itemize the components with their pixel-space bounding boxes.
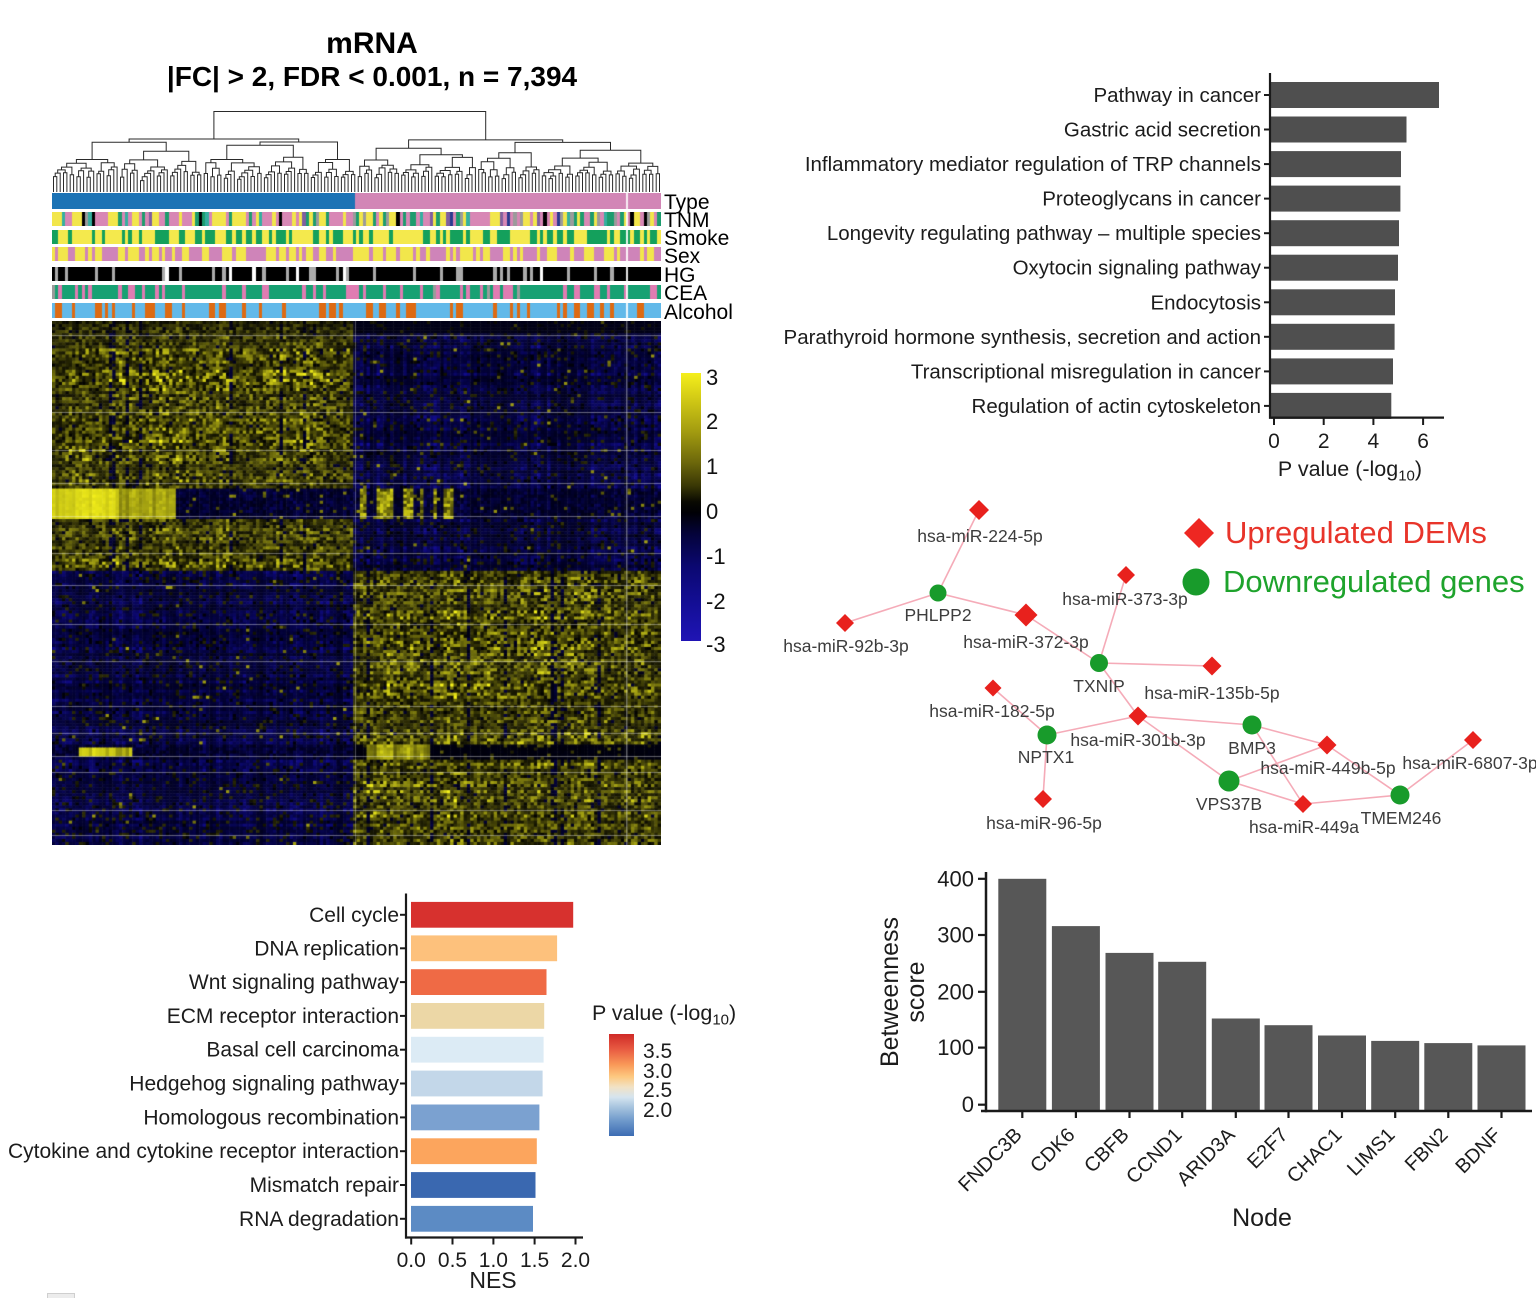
svg-text:Proteoglycans in cancer: Proteoglycans in cancer <box>1042 188 1261 211</box>
svg-text:0: 0 <box>962 1092 974 1117</box>
svg-text:Regulation of actin cytoskelet: Regulation of actin cytoskeleton <box>972 395 1261 418</box>
svg-text:Homologous recombination: Homologous recombination <box>143 1106 399 1129</box>
svg-text:DNA replication: DNA replication <box>254 937 399 960</box>
svg-text:NES: NES <box>469 1267 516 1293</box>
svg-text:Longevity regulating pathway –: Longevity regulating pathway – multiple … <box>827 222 1261 245</box>
svg-text:BMP3: BMP3 <box>1228 738 1276 758</box>
svg-text:200: 200 <box>937 979 974 1004</box>
svg-text:hsa-miR-92b-3p: hsa-miR-92b-3p <box>783 636 908 656</box>
svg-text:score: score <box>902 961 930 1022</box>
svg-text:0.5: 0.5 <box>438 1249 467 1272</box>
svg-text:hsa-miR-182-5p: hsa-miR-182-5p <box>929 701 1054 721</box>
svg-text:VPS37B: VPS37B <box>1196 794 1262 814</box>
svg-text:P value (-log10): P value (-log10) <box>592 1001 736 1029</box>
svg-text:Parathyroid hormone synthesis,: Parathyroid hormone synthesis, secretion… <box>784 326 1261 349</box>
svg-text:Oxytocin signaling pathway: Oxytocin signaling pathway <box>1013 257 1262 280</box>
svg-text:Basal cell carcinoma: Basal cell carcinoma <box>206 1039 399 1062</box>
svg-text:hsa-miR-449a: hsa-miR-449a <box>1249 817 1359 837</box>
svg-text:Endocytosis: Endocytosis <box>1150 291 1261 314</box>
svg-text:hsa-miR-135b-5p: hsa-miR-135b-5p <box>1144 683 1279 703</box>
svg-text:Downregulated genes: Downregulated genes <box>1223 564 1525 599</box>
svg-text:BDNF: BDNF <box>1451 1124 1505 1178</box>
svg-text:0: 0 <box>1268 430 1280 453</box>
svg-text:1.5: 1.5 <box>520 1249 549 1272</box>
svg-text:hsa-miR-96-5p: hsa-miR-96-5p <box>986 813 1102 833</box>
svg-text:E2F7: E2F7 <box>1243 1124 1292 1173</box>
svg-text:100: 100 <box>937 1035 974 1060</box>
svg-text:CHAC1: CHAC1 <box>1283 1124 1346 1187</box>
svg-text:3.0: 3.0 <box>643 1060 672 1083</box>
svg-text:TMEM246: TMEM246 <box>1361 808 1442 828</box>
svg-text:Cell cycle: Cell cycle <box>309 904 399 927</box>
svg-text:NPTX1: NPTX1 <box>1018 747 1074 767</box>
svg-text:CDK6: CDK6 <box>1026 1124 1079 1177</box>
svg-text:Pathway in cancer: Pathway in cancer <box>1093 84 1261 107</box>
svg-text:2.0: 2.0 <box>561 1249 590 1272</box>
svg-text:Upregulated DEMs: Upregulated DEMs <box>1225 515 1487 550</box>
svg-text:Betweenness: Betweenness <box>876 917 904 1067</box>
svg-text:Wnt signaling pathway: Wnt signaling pathway <box>189 971 400 994</box>
svg-text:Gastric acid secretion: Gastric acid secretion <box>1064 119 1261 142</box>
svg-text:4: 4 <box>1368 430 1380 453</box>
svg-text:TXNIP: TXNIP <box>1073 676 1125 696</box>
svg-text:PHLPP2: PHLPP2 <box>904 605 971 625</box>
svg-text:400: 400 <box>937 866 974 891</box>
svg-text:Cytokine and cytokine receptor: Cytokine and cytokine receptor interacti… <box>8 1140 399 1163</box>
svg-text:Transcriptional misregulation: Transcriptional misregulation in cancer <box>911 360 1261 383</box>
svg-text:2.5: 2.5 <box>643 1079 672 1102</box>
svg-text:P value (-log10): P value (-log10) <box>1278 457 1422 485</box>
svg-text:ECM receptor interaction: ECM receptor interaction <box>167 1005 399 1028</box>
svg-text:2.0: 2.0 <box>643 1099 672 1122</box>
svg-text:RNA degradation: RNA degradation <box>239 1208 399 1231</box>
svg-text:hsa-miR-372-3p: hsa-miR-372-3p <box>963 632 1088 652</box>
svg-text:FNDC3B: FNDC3B <box>954 1124 1026 1196</box>
svg-text:hsa-miR-449b-5p: hsa-miR-449b-5p <box>1260 758 1395 778</box>
svg-text:1.0: 1.0 <box>479 1249 508 1272</box>
svg-text:ARID3A: ARID3A <box>1173 1124 1240 1191</box>
svg-text:300: 300 <box>937 923 974 948</box>
svg-text:hsa-miR-373-3p: hsa-miR-373-3p <box>1062 589 1187 609</box>
svg-text:Inflammatory mediator regulati: Inflammatory mediator regulation of TRP … <box>805 153 1261 176</box>
svg-text:3.5: 3.5 <box>643 1040 672 1063</box>
svg-text:hsa-miR-6807-3p: hsa-miR-6807-3p <box>1402 753 1536 773</box>
svg-text:0.0: 0.0 <box>397 1249 426 1272</box>
svg-text:Mismatch repair: Mismatch repair <box>250 1174 399 1197</box>
svg-text:FBN2: FBN2 <box>1401 1124 1453 1176</box>
svg-text:LIMS1: LIMS1 <box>1343 1124 1399 1180</box>
svg-text:Hedgehog signaling pathway: Hedgehog signaling pathway <box>129 1073 399 1096</box>
svg-text:2: 2 <box>1318 430 1330 453</box>
svg-text:Node: Node <box>1232 1204 1292 1232</box>
svg-text:6: 6 <box>1417 430 1429 453</box>
svg-text:hsa-miR-224-5p: hsa-miR-224-5p <box>917 526 1042 546</box>
svg-text:hsa-miR-301b-3p: hsa-miR-301b-3p <box>1070 730 1205 750</box>
